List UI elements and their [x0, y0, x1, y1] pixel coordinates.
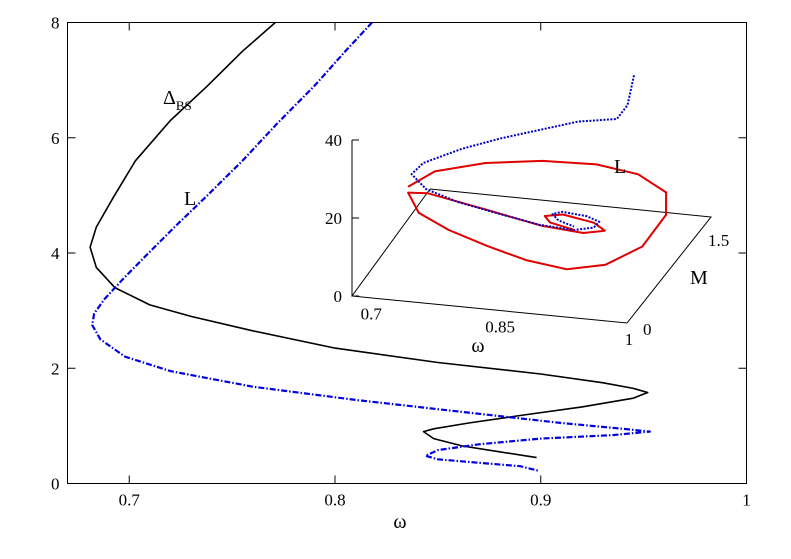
inset-x-tick-label: 0.85: [485, 317, 515, 336]
inset-x-tick-label: 0.7: [361, 305, 383, 324]
y-tick-label: 6: [51, 129, 60, 148]
inset-series-line-L: [410, 75, 635, 232]
inset-series-line-red: [407, 159, 668, 271]
inset-series: [407, 75, 668, 271]
L-label-inset: L: [614, 156, 626, 178]
inset-y-tick-label: 1.5: [708, 231, 729, 250]
main-x-axis-label: ω: [393, 511, 406, 533]
y-tick-label: 8: [51, 14, 60, 33]
inset-floor-plane: [351, 188, 712, 324]
series-line-delta-bs: [89, 21, 649, 459]
x-tick-label: 0.7: [119, 491, 141, 510]
y-tick-label: 0: [51, 475, 60, 494]
x-tick-label: 0.9: [530, 491, 551, 510]
main-series: [89, 21, 651, 472]
inset-x-axis-label: ω: [471, 335, 484, 357]
y-tick-label: 4: [51, 244, 60, 263]
series-line-L: [91, 21, 651, 472]
inset-y-axis-label: M: [690, 267, 708, 289]
inset-y-tick-label: 0: [643, 320, 652, 339]
L-label-main: L: [184, 188, 196, 210]
inset-z-tick-label: 20: [325, 209, 342, 228]
inset-z-tick-label: 0: [334, 287, 343, 306]
x-tick-label: 0.8: [324, 491, 345, 510]
inset-z-tick-label: 40: [325, 131, 342, 150]
x-tick-label: 1: [742, 491, 751, 510]
inset-x-tick-label: 1: [625, 330, 634, 349]
y-tick-label: 2: [51, 359, 60, 378]
delta-bs-label: ΔBS: [163, 87, 192, 113]
